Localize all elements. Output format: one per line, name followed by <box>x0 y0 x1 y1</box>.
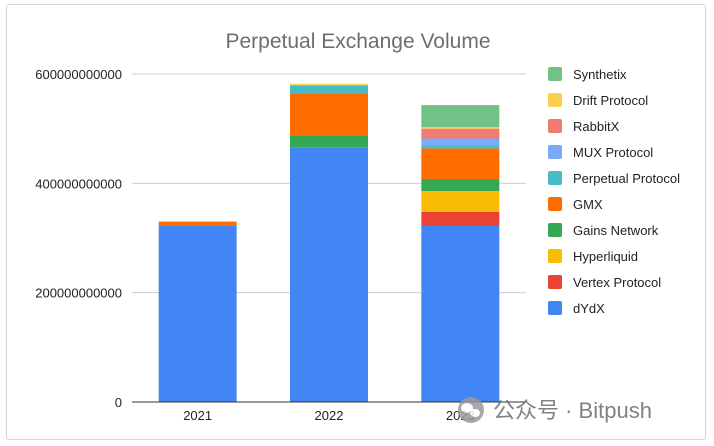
bar-mux-protocol-2023 <box>421 138 500 146</box>
bar-gains-network-2023 <box>421 178 500 191</box>
legend-item-rabbitx: RabbitX <box>548 119 620 134</box>
bar-gmx-2022 <box>290 93 368 136</box>
legend-swatch <box>548 145 562 159</box>
wechat-icon <box>458 397 484 423</box>
legend-swatch <box>548 275 562 289</box>
bar-dydx-2023 <box>421 225 500 402</box>
bar-dydx-2021 <box>158 225 237 402</box>
bar-dydx-2022 <box>290 147 368 402</box>
bar-perpetual-protocol-2022 <box>290 85 368 94</box>
watermark-text: 公众号 · Bitpush <box>493 398 652 423</box>
chart-title: Perpetual Exchange Volume <box>225 30 490 53</box>
legend-swatch <box>548 119 562 133</box>
legend-label: dYdX <box>573 301 605 316</box>
legend-label: Gains Network <box>573 223 659 238</box>
bar-hyperliquid-2023 <box>421 190 500 212</box>
legend-swatch <box>548 249 562 263</box>
y-tick-label: 200000000000 <box>35 286 122 301</box>
bar-drift-protocol-2022 <box>290 83 368 86</box>
legend-label: Hyperliquid <box>573 249 638 264</box>
bar-drift-protocol-2023 <box>421 127 500 129</box>
legend-swatch <box>548 171 562 185</box>
bars <box>158 83 500 402</box>
legend-label: Vertex Protocol <box>573 275 661 290</box>
legend-label: Synthetix <box>573 67 627 82</box>
legend-item-gmx: GMX <box>548 197 603 212</box>
x-tick-label: 2022 <box>315 408 344 423</box>
bar-vertex-protocol-2023 <box>421 211 500 226</box>
bar-gains-network-2022 <box>290 135 368 148</box>
legend-item-vertex-protocol: Vertex Protocol <box>548 275 661 290</box>
y-tick-label: 0 <box>115 395 122 410</box>
x-axis-ticks: 202120222023 <box>183 408 475 423</box>
y-tick-label: 400000000000 <box>35 176 122 191</box>
legend-item-synthetix: Synthetix <box>548 67 627 82</box>
legend-swatch <box>548 223 562 237</box>
legend-item-dydx: dYdX <box>548 301 605 316</box>
legend-item-mux-protocol: MUX Protocol <box>548 145 653 160</box>
legend-item-perpetual-protocol: Perpetual Protocol <box>548 171 680 186</box>
bar-gmx-2021 <box>158 221 237 226</box>
legend-item-hyperliquid: Hyperliquid <box>548 249 638 264</box>
legend-label: GMX <box>573 197 603 212</box>
bar-perpetual-protocol-2023 <box>421 145 500 149</box>
y-tick-label: 600000000000 <box>35 67 122 82</box>
legend: Synthetix Drift Protocol RabbitX MUX Protoc… <box>548 67 680 316</box>
legend-label: Perpetual Protocol <box>573 171 680 186</box>
watermark: 公众号 · Bitpush <box>458 397 652 423</box>
legend-swatch <box>548 93 562 107</box>
bar-synthetix-2023 <box>421 105 500 128</box>
legend-label: RabbitX <box>573 119 620 134</box>
bar-rabbitx-2023 <box>421 128 500 139</box>
legend-swatch <box>548 301 562 315</box>
y-axis-ticks: 0 200000000000 400000000000 600000000000 <box>35 67 122 410</box>
legend-item-drift-protocol: Drift Protocol <box>548 93 648 108</box>
legend-label: Drift Protocol <box>573 93 648 108</box>
bar-gmx-2023 <box>421 148 500 179</box>
legend-item-gains-network: Gains Network <box>548 223 659 238</box>
legend-swatch <box>548 197 562 211</box>
legend-swatch <box>548 67 562 81</box>
legend-label: MUX Protocol <box>573 145 653 160</box>
x-tick-label: 2021 <box>183 408 212 423</box>
